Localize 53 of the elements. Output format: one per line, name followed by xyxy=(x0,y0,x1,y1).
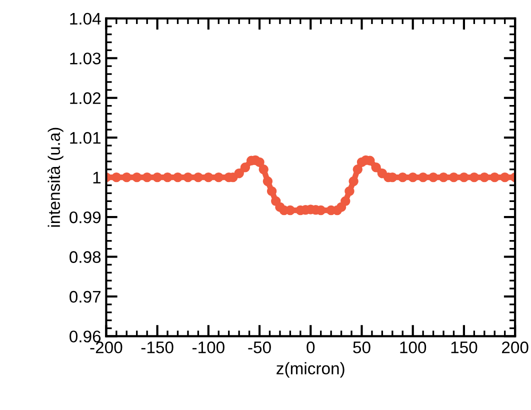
x-axis-title: z(micron) xyxy=(276,362,344,378)
point xyxy=(204,172,214,182)
point xyxy=(214,172,224,182)
point xyxy=(448,172,459,182)
x-tick-label: 50 xyxy=(353,342,370,354)
point xyxy=(183,172,193,182)
point xyxy=(162,172,172,182)
point xyxy=(352,164,363,174)
point xyxy=(132,172,142,182)
x-tick-label: 150 xyxy=(451,342,478,354)
y-tick-label: 1.02 xyxy=(70,92,101,104)
point xyxy=(142,172,152,182)
point xyxy=(469,172,480,182)
point xyxy=(266,186,277,196)
x-tick-label: -50 xyxy=(248,342,271,354)
x-tick-label: 0 xyxy=(306,342,315,354)
point xyxy=(438,172,448,182)
point xyxy=(344,186,354,196)
y-tick-label: 1.01 xyxy=(70,132,101,144)
y-tick-label: 0.97 xyxy=(70,290,101,303)
point xyxy=(122,172,132,182)
y-tick-label: 0.96 xyxy=(70,330,101,342)
point xyxy=(152,172,162,182)
point xyxy=(408,172,418,182)
point xyxy=(418,172,428,182)
x-tick-label: -200 xyxy=(90,342,122,354)
x-tick-label: 200 xyxy=(502,342,528,354)
y-tick-label: 0.98 xyxy=(70,251,101,263)
point xyxy=(240,162,250,172)
point xyxy=(490,172,500,182)
point xyxy=(398,172,408,182)
y-tick-label: 0.99 xyxy=(70,211,101,224)
point xyxy=(459,172,469,182)
point xyxy=(348,176,358,186)
point xyxy=(428,172,438,182)
x-tick-label: 100 xyxy=(400,342,426,354)
point xyxy=(193,172,204,182)
point xyxy=(234,168,244,178)
y-tick-label: 1 xyxy=(93,172,101,184)
point xyxy=(262,176,273,186)
point xyxy=(254,157,264,168)
point xyxy=(258,164,268,174)
y-tick-label: 1.03 xyxy=(70,52,101,64)
x-tick-label: -150 xyxy=(141,342,174,354)
point xyxy=(172,172,183,182)
point xyxy=(340,196,350,206)
x-tick-label: -100 xyxy=(192,342,224,354)
y-tick-label: 1.04 xyxy=(70,12,101,25)
point xyxy=(112,172,122,182)
y-axis-title: intensità (u.a) xyxy=(48,128,64,227)
point xyxy=(500,172,510,182)
point xyxy=(480,172,490,182)
point xyxy=(371,162,381,172)
